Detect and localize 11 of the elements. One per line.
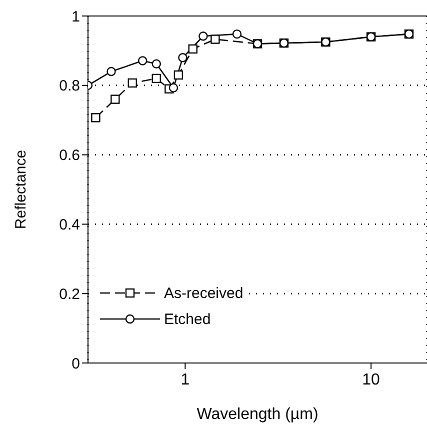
legend-label: Etched (164, 310, 211, 328)
y-tick-label: 0.4 (59, 216, 80, 234)
y-tick-label: 0.6 (59, 147, 80, 164)
y-tick-label: 1 (72, 8, 80, 26)
x-axis-title: Wavelength (µm) (196, 406, 318, 423)
y-tick-label: 0.2 (59, 286, 80, 303)
x-tick-label: 10 (362, 371, 380, 388)
legend-label: As-received (164, 284, 244, 302)
y-axis-title: Reflectance (12, 150, 30, 230)
y-tick-label: 0 (72, 355, 80, 372)
y-tick-label: 0.8 (59, 78, 80, 95)
